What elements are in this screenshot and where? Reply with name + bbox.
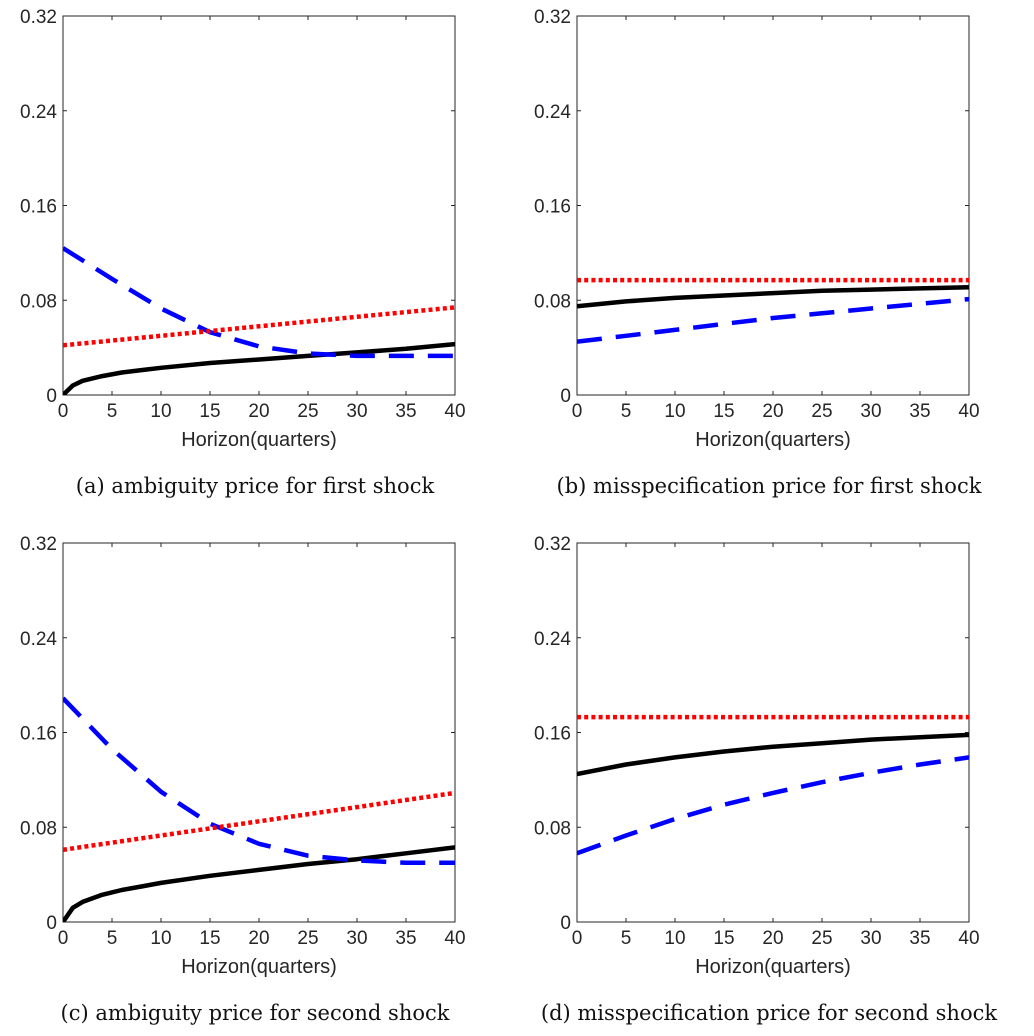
x-tick-label: 0 [572, 401, 583, 422]
x-tick-label: 15 [713, 401, 734, 422]
x-tick-label: 25 [297, 928, 318, 949]
x-tick-label: 5 [107, 401, 118, 422]
chart-panel-4: 0 5 10 15 20 25 30 35 40 0 0.08 0.16 0.24 0.32 Horizon… [534, 534, 997, 1025]
plot-area [62, 15, 456, 396]
x-tick-label: 10 [664, 401, 685, 422]
x-tick-label: 40 [958, 928, 979, 949]
plot-area [576, 542, 970, 923]
y-tick-label: 0 [46, 913, 57, 934]
x-tick-label: 15 [199, 928, 220, 949]
y-tick-label: 0.08 [20, 818, 57, 839]
y-tick-label: 0.08 [534, 291, 571, 312]
panel-caption: (d) misspecification price for second sh… [541, 1001, 997, 1025]
x-tick-label: 25 [297, 401, 318, 422]
chart-panel-2: 0 5 10 15 20 25 30 35 40 0 0.08 0.16 0.24 0.32 Horizon… [534, 7, 982, 498]
x-tick-label: 40 [444, 928, 465, 949]
y-tick-label: 0.24 [20, 629, 57, 650]
x-tick-label: 30 [346, 401, 367, 422]
y-tick-label: 0.16 [534, 197, 571, 218]
x-tick-label: 30 [860, 401, 881, 422]
y-tick-label: 0.24 [20, 102, 57, 123]
y-tick-label: 0.24 [534, 629, 571, 650]
x-tick-label: 20 [248, 928, 269, 949]
x-tick-label: 40 [958, 401, 979, 422]
x-tick-label: 5 [621, 401, 632, 422]
plot-area [576, 15, 970, 396]
series-line-solid [577, 732, 969, 777]
series-line-dotted [63, 790, 455, 853]
x-axis-label: Horizon(quarters) [695, 956, 851, 978]
x-tick-label: 0 [58, 928, 69, 949]
y-tick-label: 0 [46, 386, 57, 407]
chart-panel-3: 0 5 10 15 20 25 30 35 40 0 0.08 0.16 0.24 0.32 Horizon… [20, 534, 466, 1025]
x-tick-label: 25 [811, 928, 832, 949]
x-tick-label: 15 [199, 401, 220, 422]
x-tick-label: 15 [713, 928, 734, 949]
y-tick-label: 0 [560, 386, 571, 407]
x-tick-label: 35 [395, 401, 416, 422]
x-axis-label: Horizon(quarters) [181, 956, 337, 978]
plot-area [62, 542, 456, 923]
panel-caption: (b) misspecification price for first sho… [557, 474, 982, 498]
x-tick-label: 30 [346, 928, 367, 949]
y-tick-label: 0.32 [20, 534, 57, 555]
series-line-dashed [63, 246, 455, 359]
x-tick-label: 0 [572, 928, 583, 949]
x-tick-label: 30 [860, 928, 881, 949]
y-tick-label: 0.16 [20, 724, 57, 745]
y-tick-label: 0.16 [534, 724, 571, 745]
x-tick-label: 35 [909, 928, 930, 949]
x-tick-label: 20 [762, 928, 783, 949]
series-line-dotted [63, 305, 455, 348]
y-tick-label: 0.32 [20, 7, 57, 28]
series-line-solid [63, 341, 455, 395]
x-tick-label: 35 [909, 401, 930, 422]
panel-caption: (a) ambiguity price for first shock [76, 474, 435, 498]
x-axis-label: Horizon(quarters) [695, 429, 851, 451]
x-tick-label: 5 [107, 928, 118, 949]
series-line-dashed [577, 755, 969, 856]
x-tick-label: 35 [395, 928, 416, 949]
y-tick-label: 0.08 [534, 818, 571, 839]
x-tick-label: 0 [58, 401, 69, 422]
y-tick-label: 0 [560, 913, 571, 934]
x-tick-label: 5 [621, 928, 632, 949]
y-tick-label: 0.08 [20, 291, 57, 312]
x-tick-label: 10 [150, 928, 171, 949]
x-tick-label: 20 [248, 401, 269, 422]
y-tick-label: 0.24 [534, 102, 571, 123]
x-tick-label: 10 [150, 401, 171, 422]
series-line-solid [577, 284, 969, 309]
x-tick-label: 20 [762, 401, 783, 422]
y-tick-label: 0.16 [20, 197, 57, 218]
x-tick-label: 40 [444, 401, 465, 422]
series-line-dashed [63, 696, 455, 866]
x-axis-label: Horizon(quarters) [181, 429, 337, 451]
series-line-solid [63, 845, 455, 922]
chart-panel-1: 0 5 10 15 20 25 30 35 40 0 0.08 0.16 0.24 0.32 Horizon… [20, 7, 466, 498]
panel-caption: (c) ambiguity price for second shock [61, 1001, 450, 1025]
y-tick-label: 0.32 [534, 534, 571, 555]
x-tick-label: 25 [811, 401, 832, 422]
y-tick-label: 0.32 [534, 7, 571, 28]
x-tick-label: 10 [664, 928, 685, 949]
series-line-dashed [577, 296, 969, 344]
